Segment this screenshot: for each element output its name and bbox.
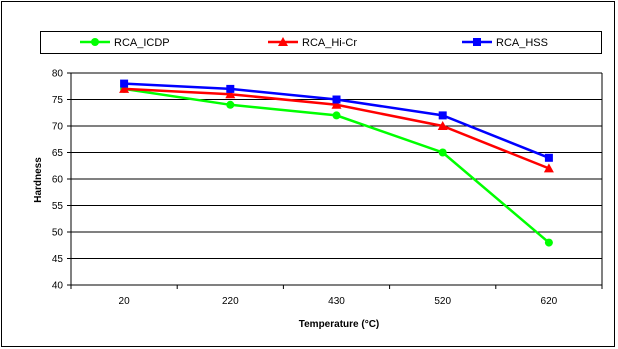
data-point	[543, 163, 554, 173]
legend	[40, 31, 602, 54]
data-point	[544, 238, 553, 247]
y-tick-label: 55	[52, 201, 64, 212]
data-point	[331, 99, 342, 109]
data-point	[225, 89, 236, 99]
y-tick-label: 65	[52, 148, 64, 159]
data-point	[226, 100, 235, 109]
x-axis-label: Temperature (°C)	[299, 319, 380, 330]
y-tick-label: 75	[52, 95, 64, 106]
x-tick-label: 430	[328, 296, 345, 307]
legend-label: RCA_Hi-Cr	[302, 37, 357, 49]
legend-marker	[278, 37, 288, 46]
data-point	[120, 79, 129, 88]
data-point	[544, 153, 553, 162]
data-point	[332, 111, 341, 120]
legend-items: RCA_ICDP RCA_Hi-Cr RCA_HSS	[80, 37, 548, 49]
data-point	[332, 95, 341, 104]
x-tick-label: 20	[119, 296, 131, 307]
y-tick-label: 80	[52, 69, 64, 80]
data-point	[437, 121, 448, 130]
legend-entry: RCA_ICDP	[80, 37, 170, 49]
series-rca-hi-cr	[119, 83, 554, 173]
axes	[67, 72, 603, 289]
series-rca-icdp	[120, 84, 553, 247]
y-tick-label: 40	[52, 281, 64, 292]
y-tick-label: 50	[52, 228, 64, 239]
x-tick-label: 520	[434, 296, 451, 307]
series-group	[119, 79, 554, 247]
legend-marker	[91, 38, 99, 46]
legend-label: RCA_HSS	[496, 37, 548, 49]
y-tick-labels: 40 45 50 55 60 65 70 75 80	[52, 69, 64, 292]
legend-entry: RCA_HSS	[462, 37, 548, 49]
legend-marker	[473, 38, 481, 46]
x-tick-label: 620	[541, 296, 558, 307]
data-point	[226, 84, 235, 93]
data-point	[119, 83, 130, 93]
y-tick-label: 70	[52, 122, 64, 133]
data-point	[438, 148, 447, 157]
y-tick-label: 60	[52, 175, 64, 186]
legend-entry: RCA_Hi-Cr	[268, 37, 357, 49]
series-rca-hss	[120, 79, 553, 162]
y-axis-label: Hardness	[33, 157, 44, 203]
legend-label: RCA_ICDP	[114, 37, 170, 49]
x-tick-label: 220	[222, 296, 239, 307]
y-tick-label: 45	[52, 254, 64, 265]
series-line	[124, 82, 550, 159]
data-point	[438, 111, 447, 120]
x-tick-labels: 20 220 430 520 620	[119, 296, 558, 307]
